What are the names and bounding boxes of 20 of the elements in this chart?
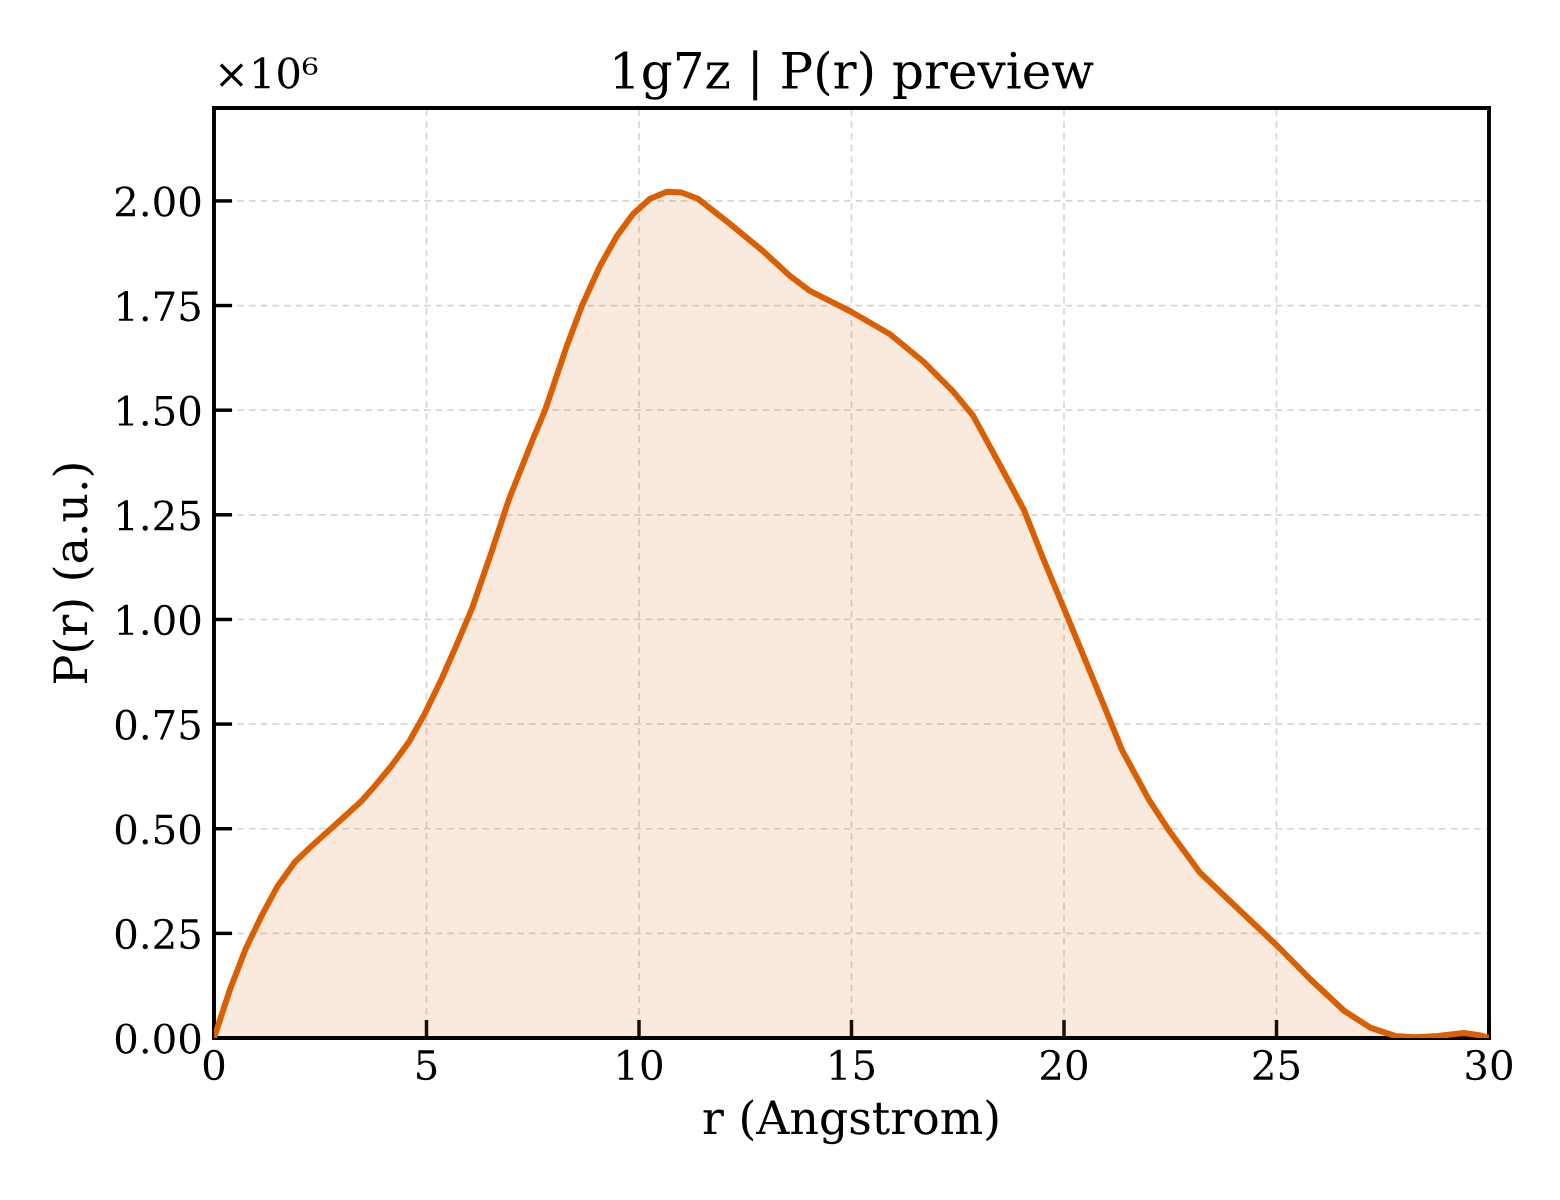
- x-tick-label: 5: [417, 1050, 437, 1081]
- x-axis-title: r (Angstrom): [703, 1099, 998, 1145]
- y-tick-label: 0.25: [115, 918, 200, 950]
- y-tick-label: 1.25: [118, 500, 200, 531]
- y-tick-label: 1.50: [118, 395, 201, 427]
- chart-title: 1g7z | P(r) preview: [615, 50, 1094, 101]
- y-tick-label: 1.75: [118, 290, 200, 322]
- y-tick-label: 0.00: [115, 1023, 201, 1054]
- x-tick-label: 15: [830, 1049, 875, 1081]
- y-axis-title: P(r) (a.u.): [52, 464, 95, 683]
- y-tick-label: 1.00: [118, 604, 201, 636]
- y-tick-label: 0.50: [115, 814, 201, 845]
- x-tick-label: 10: [618, 1049, 662, 1081]
- text: ×10⁶: [219, 57, 318, 89]
- y-tick-label: 2.00: [115, 186, 201, 217]
- x-tick-label: 0: [203, 1049, 225, 1081]
- x-tick-label: 20: [1041, 1049, 1087, 1081]
- x-tick-label: 25: [1253, 1049, 1300, 1081]
- y-tick-label: 0.75: [115, 709, 200, 740]
- x-tick-label: 30: [1466, 1049, 1512, 1081]
